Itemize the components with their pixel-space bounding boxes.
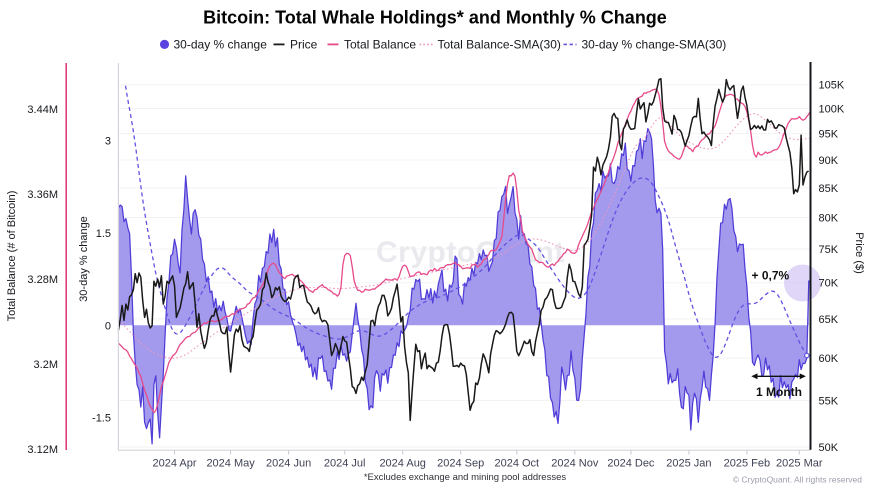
svg-text:65K: 65K xyxy=(819,314,839,326)
svg-text:3.36M: 3.36M xyxy=(27,189,58,201)
svg-text:55K: 55K xyxy=(819,396,839,408)
svg-text:70K: 70K xyxy=(819,278,839,290)
svg-text:2024 Jun: 2024 Jun xyxy=(266,458,311,470)
svg-text:80K: 80K xyxy=(819,213,839,225)
svg-text:2024 Oct: 2024 Oct xyxy=(494,458,539,470)
svg-text:1 Month: 1 Month xyxy=(756,385,802,399)
svg-text:30-day % change: 30-day % change xyxy=(78,216,90,302)
svg-text:-1.5: -1.5 xyxy=(92,413,111,425)
svg-text:Bitcoin: Total Whale Holdings*: Bitcoin: Total Whale Holdings* and Month… xyxy=(203,8,667,28)
svg-text:© CryptoQuant. All rights rese: © CryptoQuant. All rights reserved xyxy=(733,475,862,485)
svg-text:+ 0,7%: + 0,7% xyxy=(752,269,790,283)
svg-text:30-day % change-SMA(30): 30-day % change-SMA(30) xyxy=(582,38,727,52)
svg-text:2024 Apr: 2024 Apr xyxy=(152,458,196,470)
svg-text:85K: 85K xyxy=(819,183,839,195)
svg-text:60K: 60K xyxy=(819,353,839,365)
svg-text:2024 Sep: 2024 Sep xyxy=(437,458,484,470)
svg-text:95K: 95K xyxy=(819,129,839,141)
svg-text:2025 Feb: 2025 Feb xyxy=(724,458,770,470)
svg-text:0: 0 xyxy=(105,320,111,332)
svg-text:90K: 90K xyxy=(819,155,839,167)
svg-text:2024 Aug: 2024 Aug xyxy=(379,458,426,470)
svg-text:105K: 105K xyxy=(819,80,845,92)
svg-text:Total Balance (# of Bitcoin): Total Balance (# of Bitcoin) xyxy=(6,191,18,322)
svg-text:CryptoQuant: CryptoQuant xyxy=(376,236,565,269)
svg-text:2024 May: 2024 May xyxy=(206,458,255,470)
svg-text:3.12M: 3.12M xyxy=(27,444,58,456)
svg-text:3.28M: 3.28M xyxy=(27,274,58,286)
svg-text:50K: 50K xyxy=(819,442,839,454)
svg-text:100K: 100K xyxy=(819,104,845,116)
svg-text:3.44M: 3.44M xyxy=(27,104,58,116)
svg-text:30-day % change: 30-day % change xyxy=(174,38,268,52)
svg-text:Total Balance-SMA(30): Total Balance-SMA(30) xyxy=(438,38,561,52)
svg-text:Price ($): Price ($) xyxy=(853,232,865,274)
svg-text:3: 3 xyxy=(105,136,111,148)
svg-text:2024 Nov: 2024 Nov xyxy=(551,458,599,470)
svg-text:75K: 75K xyxy=(819,244,839,256)
svg-text:2024 Dec: 2024 Dec xyxy=(607,458,655,470)
svg-text:1.5: 1.5 xyxy=(96,228,111,240)
svg-text:3.2M: 3.2M xyxy=(34,359,58,371)
svg-text:Price: Price xyxy=(290,38,318,52)
svg-text:2024 Jul: 2024 Jul xyxy=(324,458,366,470)
svg-text:Total Balance: Total Balance xyxy=(344,38,416,52)
svg-text:*Excludes exchange and mining: *Excludes exchange and mining pool addre… xyxy=(364,472,567,483)
svg-text:2025 Mar: 2025 Mar xyxy=(776,458,823,470)
svg-text:2025 Jan: 2025 Jan xyxy=(666,458,711,470)
